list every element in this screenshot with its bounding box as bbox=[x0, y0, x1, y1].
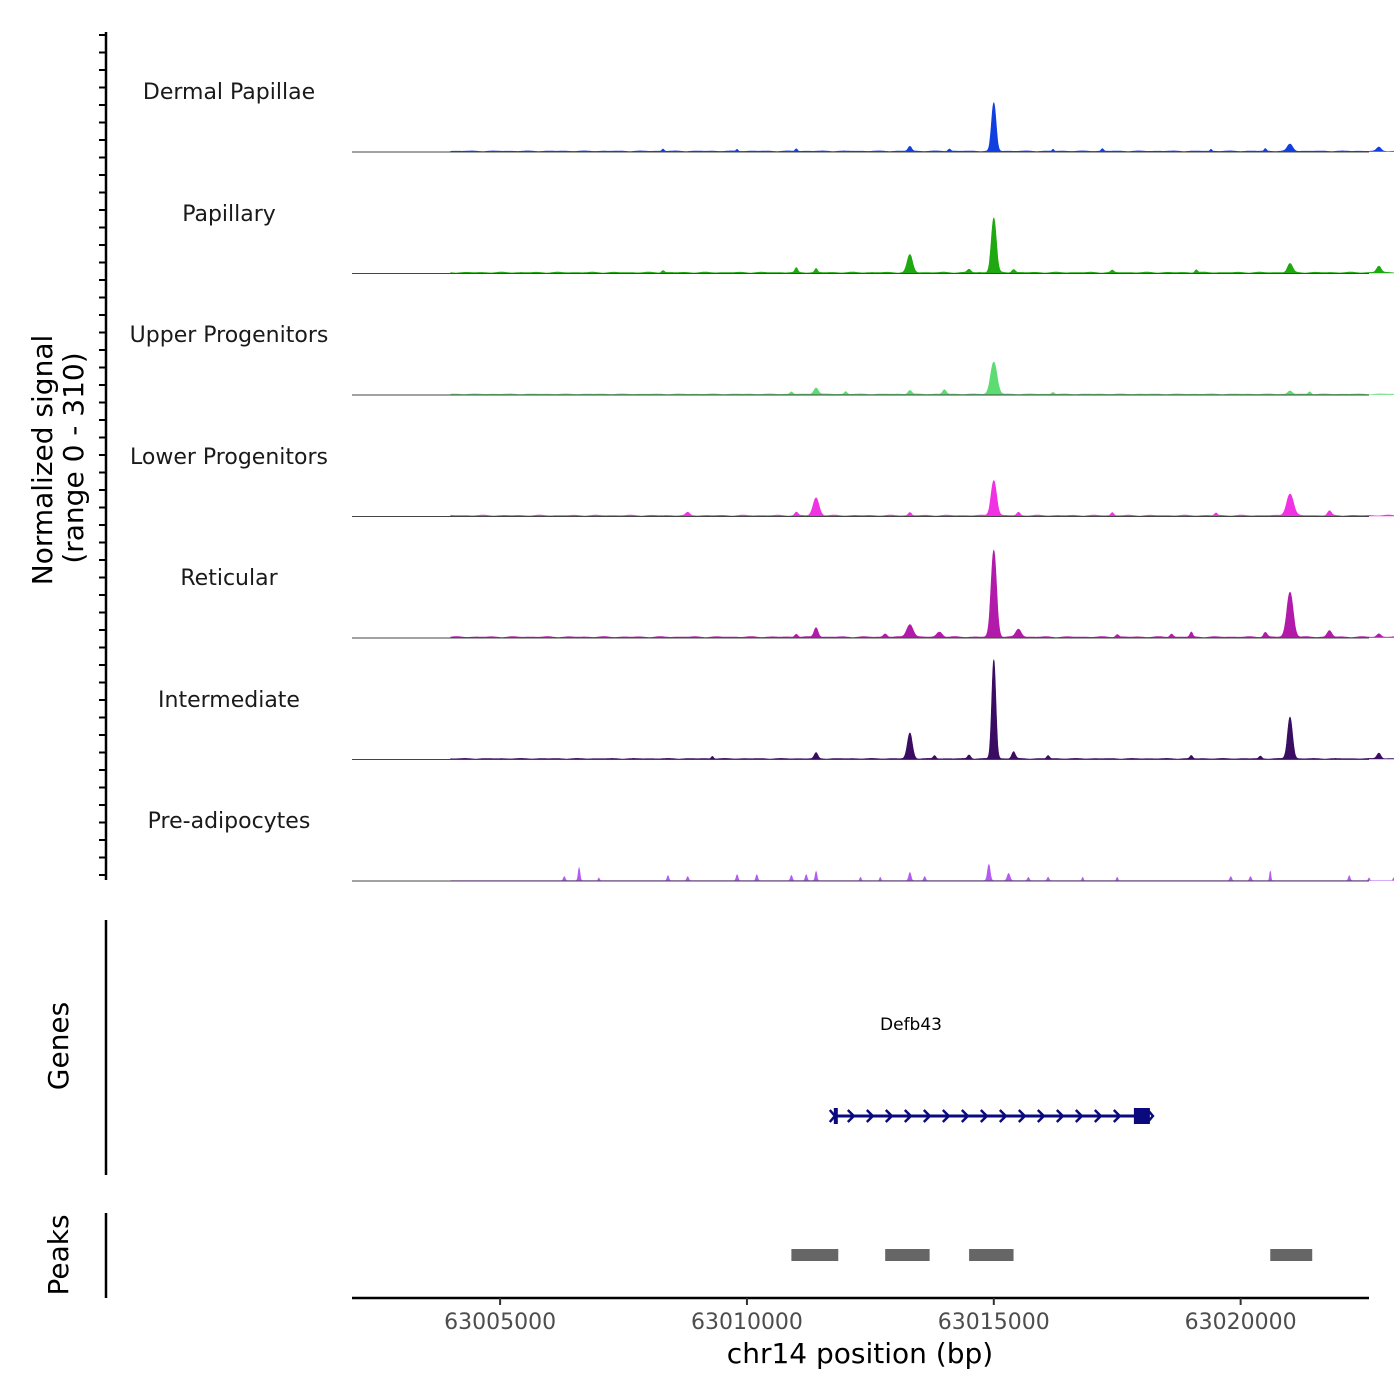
gene-strand-arrow bbox=[1017, 1109, 1027, 1123]
gene-strand-arrow bbox=[846, 1109, 856, 1123]
coverage-track bbox=[352, 659, 1394, 760]
coverage-area bbox=[450, 863, 1394, 881]
coverage-area bbox=[450, 102, 1394, 152]
coverage-tracks bbox=[352, 102, 1394, 882]
peak-region-bar bbox=[885, 1249, 930, 1261]
peak-region-bar bbox=[791, 1249, 839, 1261]
gene-strand-arrow bbox=[979, 1109, 989, 1123]
gene-strand-arrow bbox=[1055, 1109, 1065, 1123]
track-label-papillary: Papillary bbox=[182, 202, 276, 227]
y-axis-title-line1: Normalized signal bbox=[26, 335, 59, 586]
peak-regions bbox=[791, 1249, 1313, 1261]
coverage-track bbox=[352, 863, 1394, 882]
gene-strand-arrow bbox=[922, 1109, 932, 1123]
coverage-track bbox=[352, 217, 1394, 274]
gene-strand-arrow bbox=[903, 1109, 913, 1123]
x-axis-ticks: 63005000 63010000 63015000 63020000 bbox=[444, 1298, 1297, 1335]
genes-track-title: Genes bbox=[42, 1002, 75, 1090]
peaks-track-title: Peaks bbox=[42, 1214, 75, 1295]
x-tick-label: 63015000 bbox=[938, 1310, 1050, 1335]
gene-label-defb43: Defb43 bbox=[880, 1015, 942, 1035]
track-label-pre-adipocytes: Pre-adipocytes bbox=[148, 809, 311, 834]
coverage-track bbox=[352, 361, 1394, 396]
gene-strand-arrow bbox=[1036, 1109, 1046, 1123]
gene-strand-arrow bbox=[1146, 1109, 1155, 1123]
track-label-intermediate: Intermediate bbox=[158, 688, 300, 713]
coverage-track bbox=[352, 102, 1394, 153]
x-tick-label: 63010000 bbox=[691, 1310, 803, 1335]
gene-strand-arrow bbox=[828, 1109, 837, 1123]
gene-strand-arrow bbox=[1074, 1109, 1084, 1123]
track-label-upper-progenitors: Upper Progenitors bbox=[130, 323, 329, 348]
y-axis-title: Normalized signal (range 0 - 310) bbox=[26, 335, 90, 586]
gene-strand-arrow bbox=[998, 1109, 1008, 1123]
coverage-track bbox=[352, 549, 1394, 639]
gene-end-exon bbox=[1133, 1108, 1150, 1124]
coverage-area bbox=[450, 217, 1394, 274]
track-label-reticular: Reticular bbox=[180, 566, 278, 591]
peak-region-bar bbox=[969, 1249, 1014, 1261]
gene-model-defb43 bbox=[828, 1108, 1155, 1124]
x-axis-title: chr14 position (bp) bbox=[727, 1337, 993, 1370]
gene-strand-arrow bbox=[1112, 1109, 1122, 1123]
gene-strand-arrow bbox=[884, 1109, 894, 1123]
gene-strand-arrow bbox=[941, 1109, 951, 1123]
x-tick-label: 63020000 bbox=[1185, 1310, 1297, 1335]
coverage-track bbox=[352, 480, 1394, 517]
track-labels: Dermal Papillae Papillary Upper Progenit… bbox=[130, 80, 329, 834]
y-axis-title-line2: (range 0 - 310) bbox=[57, 352, 90, 563]
coverage-area bbox=[450, 361, 1394, 395]
x-tick-label: 63005000 bbox=[444, 1310, 556, 1335]
gene-strand-arrow bbox=[865, 1109, 875, 1123]
signal-y-ticks bbox=[99, 34, 106, 876]
coverage-area bbox=[450, 549, 1394, 638]
peak-region-bar bbox=[1270, 1249, 1313, 1261]
gene-strand-arrow bbox=[1093, 1109, 1103, 1123]
track-label-lower-progenitors: Lower Progenitors bbox=[130, 445, 328, 470]
track-label-dermal-papillae: Dermal Papillae bbox=[143, 80, 315, 105]
coverage-area bbox=[450, 659, 1394, 760]
coverage-area bbox=[450, 480, 1394, 517]
gene-strand-arrow bbox=[960, 1109, 970, 1123]
